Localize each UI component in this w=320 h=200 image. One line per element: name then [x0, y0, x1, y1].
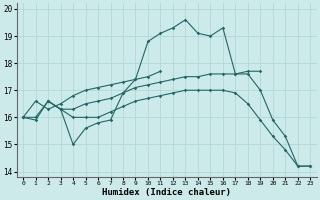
- X-axis label: Humidex (Indice chaleur): Humidex (Indice chaleur): [102, 188, 231, 197]
